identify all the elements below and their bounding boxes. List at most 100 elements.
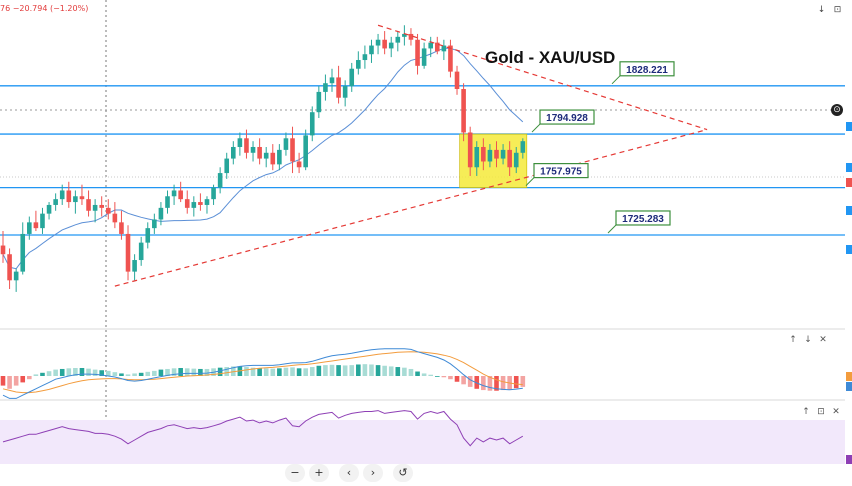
candle-body[interactable] [481,146,486,162]
candle-body[interactable] [184,199,190,208]
candle-body[interactable] [408,33,414,40]
candle-body[interactable] [448,45,453,72]
candle-body[interactable] [513,152,519,168]
candle-body[interactable] [99,204,104,208]
candle-body[interactable] [441,45,447,52]
scroll-right-button[interactable]: › [363,464,383,482]
candle-body[interactable] [309,112,315,136]
candle-body[interactable] [316,91,322,113]
minimize-button[interactable]: ⊡ [833,5,842,15]
candle-body[interactable] [336,77,341,98]
candle-body[interactable] [369,45,374,55]
candle-body[interactable] [349,68,355,87]
macd-histogram-bar [86,368,91,376]
candle-body[interactable] [191,202,197,208]
candle-body[interactable] [494,149,499,159]
candle-body[interactable] [270,152,276,165]
candle-body[interactable] [119,222,124,234]
candle-body[interactable] [474,146,480,168]
candle-body[interactable] [217,173,223,188]
candle-body[interactable] [277,149,282,165]
candle-body[interactable] [158,207,164,220]
candle-body[interactable] [105,207,111,214]
candle-body[interactable] [461,89,466,133]
candle-body[interactable] [428,42,433,49]
candle-body[interactable] [356,60,361,69]
candle-body[interactable] [329,77,335,84]
candle-body[interactable] [211,187,216,200]
candle-body[interactable] [27,222,32,234]
candle-body[interactable] [263,152,269,159]
candle-body[interactable] [342,86,348,98]
candle-body[interactable] [224,158,230,174]
candle-body[interactable] [40,213,45,229]
candle-body[interactable] [79,196,85,200]
candle-body[interactable] [231,146,236,159]
candle-body[interactable] [33,222,39,229]
candle-body[interactable] [138,242,144,261]
candle-body[interactable] [520,141,526,153]
candle-body[interactable] [198,202,203,205]
rsi-close-button[interactable]: ✕ [830,406,842,418]
macd-move-down-button[interactable]: ↓ [802,334,814,346]
candle-body[interactable] [303,135,308,168]
rsi-maximize-button[interactable]: ⊡ [815,406,827,418]
candle-body[interactable] [395,36,401,43]
zoom-out-button[interactable]: − [285,464,305,482]
candle-body[interactable] [53,199,58,205]
candle-body[interactable] [402,33,407,37]
candle-body[interactable] [73,196,78,203]
candle-body[interactable] [323,83,328,92]
rsi-move-up-button[interactable]: ↑ [800,406,812,418]
candle-body[interactable] [434,42,440,52]
candle-body[interactable] [290,138,295,162]
candle-body[interactable] [362,54,368,61]
candle-body[interactable] [112,213,118,223]
candle-body[interactable] [388,42,394,49]
candle-body[interactable] [250,146,256,153]
candle-body[interactable] [382,39,387,49]
candle-body[interactable] [46,204,52,214]
candle-body[interactable] [20,233,26,272]
macd-close-button[interactable]: ✕ [817,334,829,346]
macd-histogram-bar [105,370,111,376]
ascending-trendline[interactable] [114,129,708,287]
zoom-in-button[interactable]: + [309,464,329,482]
candle-body[interactable] [92,204,98,211]
candle-body[interactable] [145,228,151,243]
candle-body[interactable] [66,190,72,203]
candle-body[interactable] [507,149,512,168]
settings-dot-icon[interactable]: ⊙ [831,104,843,116]
candle-body[interactable] [467,132,473,168]
candle-body[interactable] [500,149,506,159]
candle-body[interactable] [125,233,131,272]
candle-body[interactable] [7,254,12,281]
candle-body[interactable] [415,39,420,66]
candle-body[interactable] [86,199,91,211]
candle-body[interactable] [283,138,289,150]
candle-body[interactable] [0,245,6,255]
candle-body[interactable] [454,71,460,90]
scroll-left-button[interactable]: ‹ [339,464,359,482]
candle-body[interactable] [13,271,19,281]
candle-body[interactable] [487,149,493,162]
candle-body[interactable] [171,190,177,197]
candle-body[interactable] [375,39,381,46]
candle-body[interactable] [178,190,183,200]
reset-chart-button[interactable]: ↺ [393,464,413,482]
candle-body[interactable] [152,219,157,229]
descending-trendline[interactable] [377,24,708,131]
dropdown-button[interactable]: ↓ [817,5,826,15]
candle-body[interactable] [421,48,427,66]
candle-body[interactable] [132,260,137,272]
candle-body[interactable] [204,199,210,205]
candle-body[interactable] [59,190,65,200]
macd-histogram-bar [184,368,190,376]
candle-body[interactable] [244,138,249,153]
candle-body[interactable] [257,146,262,159]
candle-body[interactable] [237,138,243,147]
candle-body[interactable] [165,196,170,208]
candle-body[interactable] [296,161,302,168]
macd-move-up-button[interactable]: ↑ [787,334,799,346]
